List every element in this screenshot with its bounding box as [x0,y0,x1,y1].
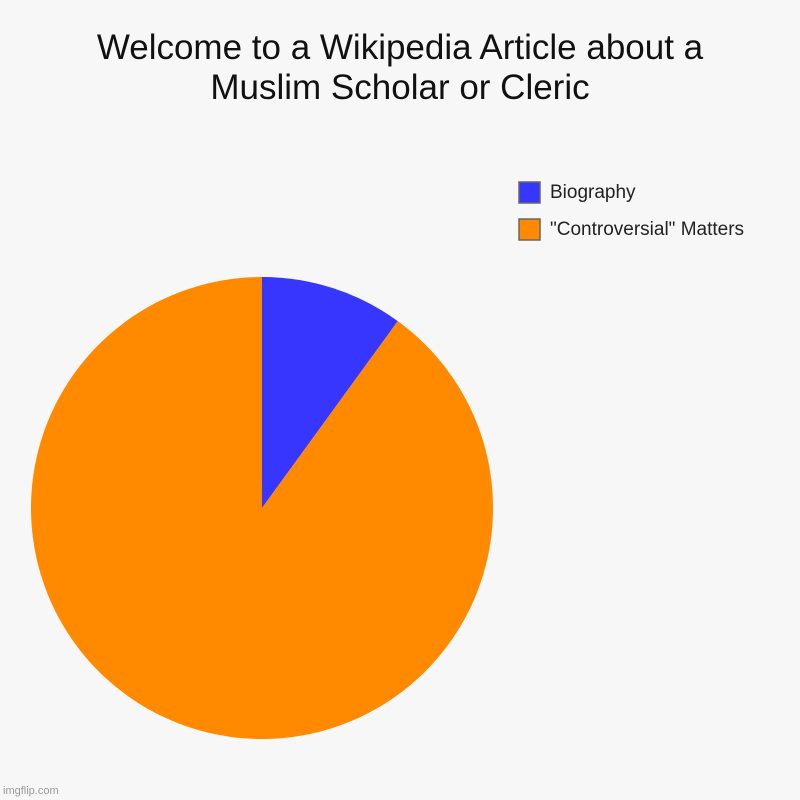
pie-slice [31,277,494,739]
watermark: imgflip.com [3,785,59,797]
pie-slice [262,277,398,508]
legend-swatch [518,218,541,241]
chart-title: Welcome to a Wikipedia Article about a M… [96,28,704,107]
legend-label: "Controversial" Matters [550,219,744,240]
legend-swatch [518,181,541,204]
legend-label: Biography [550,182,636,203]
